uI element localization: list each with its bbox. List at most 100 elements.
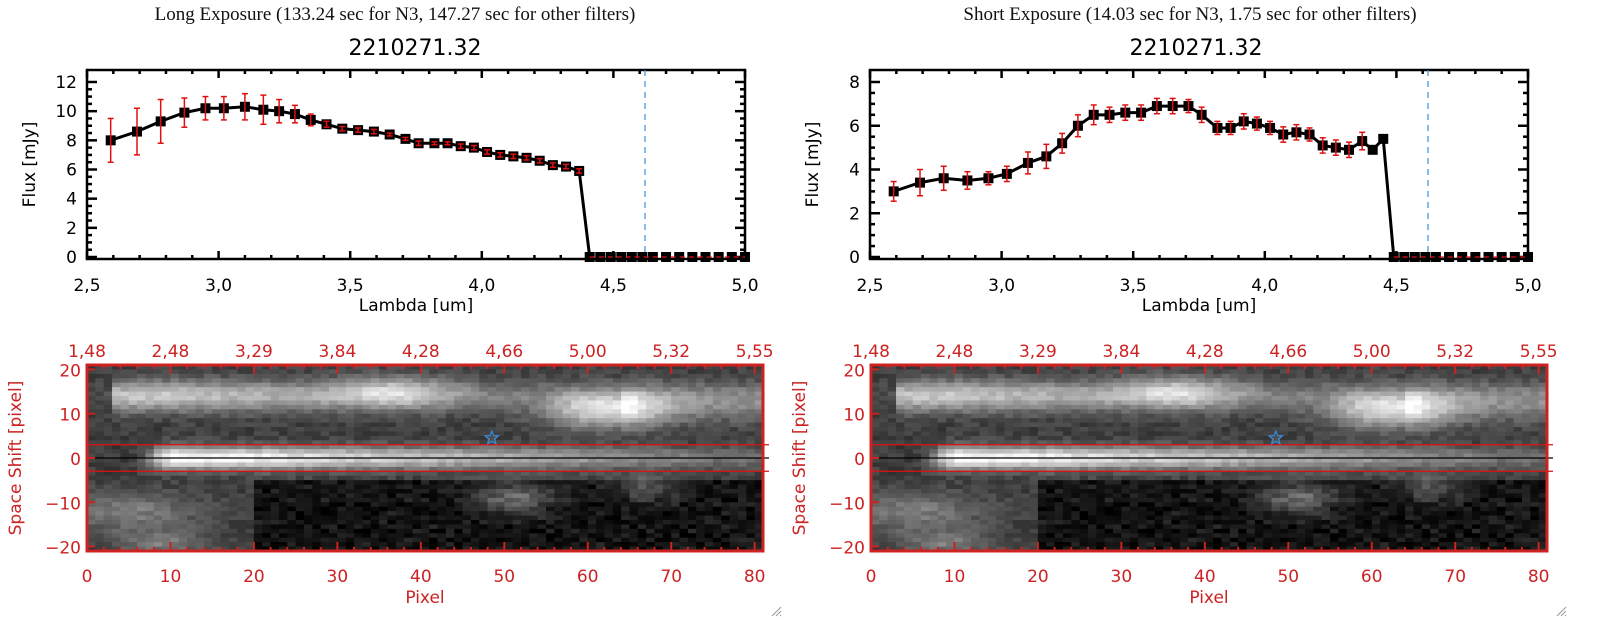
- image-pixel: [395, 440, 405, 446]
- image-pixel: [1154, 387, 1164, 393]
- image-pixel: [1313, 387, 1323, 393]
- image-pixel: [345, 387, 355, 393]
- image-pixel: [1438, 382, 1448, 388]
- image-pixel: [245, 515, 255, 521]
- image-pixel: [721, 449, 731, 455]
- image-pixel: [537, 528, 547, 534]
- image-pixel: [387, 528, 397, 534]
- image-pixel: [687, 471, 697, 477]
- image-pixel: [420, 418, 430, 424]
- image-pixel: [203, 409, 213, 415]
- image-pixel: [120, 484, 130, 490]
- image-pixel: [512, 520, 522, 526]
- image-pixel: [354, 440, 364, 446]
- image-pixel: [637, 466, 647, 472]
- image-pixel: [1438, 400, 1448, 406]
- image-pixel: [654, 466, 664, 472]
- image-pixel: [971, 413, 981, 419]
- image-pixel: [387, 506, 397, 512]
- image-pixel: [546, 418, 555, 424]
- image-pixel: [245, 449, 255, 455]
- image-pixel: [504, 435, 514, 441]
- image-pixel: [671, 382, 681, 388]
- image-pixel: [228, 493, 238, 499]
- image-pixel: [1505, 409, 1515, 415]
- image-pixel: [1021, 391, 1031, 397]
- image-pixel: [729, 537, 739, 543]
- image-pixel: [337, 387, 347, 393]
- image-pixel: [170, 475, 180, 481]
- image-pixel: [253, 466, 263, 472]
- image-pixel: [120, 466, 130, 472]
- image-pixel: [262, 378, 272, 384]
- image-pixel: [387, 458, 397, 464]
- image-pixel: [704, 431, 714, 437]
- image-pixel: [137, 409, 147, 415]
- image-pixel: [220, 466, 230, 472]
- image-pixel: [579, 515, 589, 521]
- image-pixel: [1246, 378, 1256, 384]
- image-pixel: [387, 533, 397, 539]
- x-tick-label: 4,5: [600, 276, 627, 296]
- image-pixel: [437, 480, 447, 486]
- image-pixel: [1138, 409, 1148, 415]
- image-pixel: [562, 462, 572, 468]
- image-pixel: [420, 409, 430, 415]
- image-pixel: [354, 444, 364, 450]
- image-pixel: [329, 435, 338, 441]
- image-pixel: [1346, 396, 1356, 402]
- image-pixel: [971, 382, 981, 388]
- image-pixel: [362, 391, 372, 397]
- image-pixel: [729, 382, 739, 388]
- image-pixel: [395, 537, 405, 543]
- image-pixel: [629, 480, 639, 486]
- image-pixel: [504, 471, 514, 477]
- image-pixel: [203, 524, 213, 530]
- image-pixel: [721, 480, 731, 486]
- image-pixel: [262, 449, 272, 455]
- image-pixel: [329, 378, 338, 384]
- image-pixel: [345, 449, 355, 455]
- image-pixel: [562, 369, 572, 375]
- image-pixel: [462, 404, 472, 410]
- image-pixel: [721, 453, 731, 459]
- image-pixel: [437, 396, 447, 402]
- image-pixel: [220, 418, 230, 424]
- image-pixel: [512, 365, 522, 371]
- image-pixel: [687, 528, 697, 534]
- image-pixel: [721, 373, 731, 379]
- image-pixel: [1355, 378, 1364, 384]
- image-pixel: [729, 493, 739, 499]
- image-pixel: [412, 484, 422, 490]
- image-pixel: [487, 404, 497, 410]
- image-pixel: [871, 404, 880, 410]
- image-pixel: [1213, 382, 1223, 388]
- image-pixel: [520, 391, 530, 397]
- image-pixel: [1129, 365, 1139, 371]
- image-pixel: [1304, 373, 1314, 379]
- image-pixel: [1338, 378, 1348, 384]
- image-pixel: [1113, 369, 1122, 375]
- image-pixel: [420, 546, 430, 552]
- image-pixel: [137, 382, 147, 388]
- image-pixel: [303, 369, 313, 375]
- image-pixel: [637, 515, 647, 521]
- image-pixel: [253, 382, 263, 388]
- image-pixel: [537, 484, 547, 490]
- image-pixel: [621, 524, 631, 530]
- image-pixel: [387, 475, 397, 481]
- image-pixel: [253, 404, 263, 410]
- image-pixel: [445, 502, 455, 508]
- x-tick-label: 3,5: [1120, 276, 1147, 296]
- image-pixel: [1171, 382, 1181, 388]
- image-pixel: [637, 524, 647, 530]
- image-pixel: [962, 391, 972, 397]
- image-pixel: [1246, 400, 1256, 406]
- image-pixel: [546, 471, 555, 477]
- image-pixel: [87, 418, 96, 424]
- image-pixel: [462, 431, 472, 437]
- image-pixel: [1363, 400, 1373, 406]
- image-pixel: [337, 422, 347, 428]
- image-pixel: [737, 365, 747, 371]
- image-pixel: [1204, 409, 1214, 415]
